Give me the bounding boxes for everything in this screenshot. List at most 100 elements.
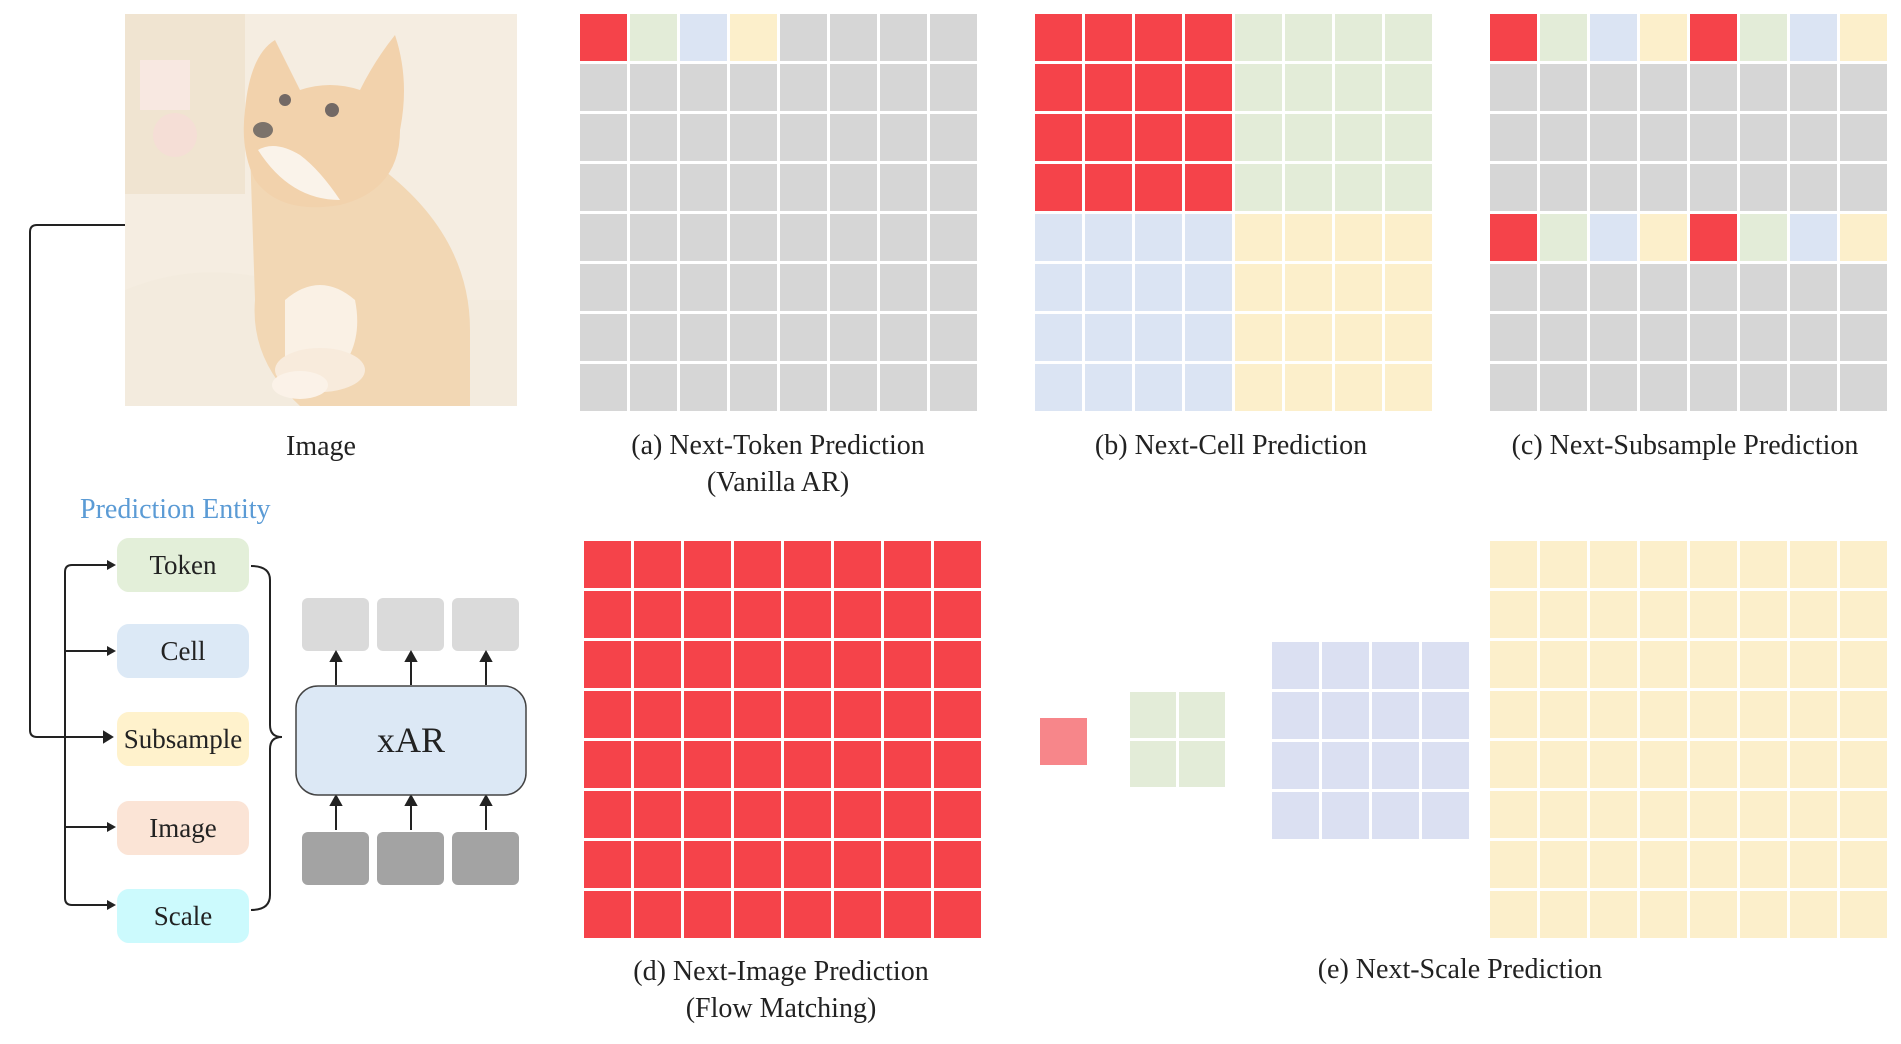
grid-cell — [1840, 114, 1887, 161]
grid-cell — [1640, 314, 1687, 361]
grid-cell — [1690, 114, 1737, 161]
scale-8x8-token — [1690, 841, 1737, 888]
grid-cell — [730, 214, 777, 261]
grid-next-image — [584, 541, 981, 938]
scale-8x8-token — [1590, 691, 1637, 738]
grid-cell — [830, 164, 877, 211]
grid-cell — [1035, 164, 1082, 211]
grid-cell — [1035, 314, 1082, 361]
grid-cell — [1335, 14, 1382, 61]
xar-arrows — [329, 649, 493, 830]
scale-4x4-token — [1372, 642, 1419, 689]
scale-8x8-token — [1540, 741, 1587, 788]
scale-2x2-token — [1130, 741, 1176, 787]
grid-cell — [630, 114, 677, 161]
scale-8x8-token — [1690, 641, 1737, 688]
grid-cell — [784, 641, 831, 688]
grid-cell — [734, 741, 781, 788]
grid-cell — [1035, 264, 1082, 311]
grid-cell — [934, 591, 981, 638]
legend-arrowheads — [107, 560, 116, 910]
grid-cell — [1035, 64, 1082, 111]
grid-cell — [1640, 14, 1687, 61]
grid-cell — [734, 891, 781, 938]
scale-8x8-token — [1540, 691, 1587, 738]
scale-8x8-token — [1740, 841, 1787, 888]
scale-4x4-token — [1272, 642, 1319, 689]
grid-cell — [580, 164, 627, 211]
scale-8x8-token — [1840, 641, 1887, 688]
grid-cell — [1640, 64, 1687, 111]
grid-cell — [1740, 164, 1787, 211]
grid-cell — [1840, 14, 1887, 61]
scale-8x8-token — [1640, 841, 1687, 888]
scale-8x8-token — [1690, 541, 1737, 588]
legend-curly-brace — [250, 565, 283, 911]
grid-cell — [784, 691, 831, 738]
grid-cell — [634, 691, 681, 738]
grid-cell — [734, 841, 781, 888]
scale-8x8-token — [1590, 741, 1637, 788]
grid-cell — [1335, 164, 1382, 211]
grid-cell — [1235, 64, 1282, 111]
grid-cell — [1740, 364, 1787, 411]
grid-cell — [1135, 114, 1182, 161]
scale-8x8-token — [1840, 541, 1887, 588]
grid-cell — [1385, 214, 1432, 261]
grid-cell — [1740, 264, 1787, 311]
grid-cell — [1185, 364, 1232, 411]
grid-cell — [880, 314, 927, 361]
grid-cell — [584, 741, 631, 788]
scale-8x8-token — [1590, 791, 1637, 838]
scale-8x8-token — [1490, 541, 1537, 588]
grid-cell — [1790, 364, 1837, 411]
grid-cell — [1135, 14, 1182, 61]
scale-8x8-token — [1690, 691, 1737, 738]
scale-8x8-token — [1740, 741, 1787, 788]
grid-cell — [1185, 14, 1232, 61]
grid-cell — [1690, 64, 1737, 111]
entity-subsample: Subsample — [117, 712, 249, 766]
entity-scale-label: Scale — [154, 901, 212, 931]
grid-cell — [1640, 114, 1687, 161]
grid-cell — [1085, 364, 1132, 411]
grid-cell — [1285, 214, 1332, 261]
grid-cell — [930, 64, 977, 111]
grid-cell — [1135, 64, 1182, 111]
scale-4x4-token — [1422, 692, 1469, 739]
grid-cell — [680, 14, 727, 61]
grid-cell — [1540, 164, 1587, 211]
scale-4x4-token — [1372, 792, 1419, 839]
caption-a-line1: (a) Next-Token Prediction — [631, 430, 925, 461]
scale-8x8-token — [1590, 891, 1637, 938]
grid-cell — [1235, 214, 1282, 261]
grid-cell — [1285, 114, 1332, 161]
grid-cell — [734, 641, 781, 688]
caption-e: (e) Next-Scale Prediction — [1318, 954, 1603, 985]
grid-cell — [1035, 364, 1082, 411]
grid-cell — [1385, 314, 1432, 361]
grid-cell — [1235, 314, 1282, 361]
grid-cell — [880, 64, 927, 111]
scale-2x2-token — [1179, 741, 1225, 787]
xar-label: xAR — [377, 720, 445, 760]
grid-cell — [1740, 214, 1787, 261]
grid-cell — [1690, 314, 1737, 361]
grid-cell — [930, 214, 977, 261]
grid-cell — [730, 364, 777, 411]
grid-cell — [834, 791, 881, 838]
grid-cell — [1285, 364, 1332, 411]
grid-cell — [934, 691, 981, 738]
scale-8x8-token — [1540, 791, 1587, 838]
grid-cell — [1135, 214, 1182, 261]
grid-cell — [634, 541, 681, 588]
grid-cell — [1285, 64, 1332, 111]
grid-cell — [830, 64, 877, 111]
grid-cell — [1185, 114, 1232, 161]
grid-cell — [684, 791, 731, 838]
grid-cell — [1335, 64, 1382, 111]
grid-cell — [1385, 364, 1432, 411]
grid-cell — [834, 891, 881, 938]
grid-cell — [1285, 314, 1332, 361]
